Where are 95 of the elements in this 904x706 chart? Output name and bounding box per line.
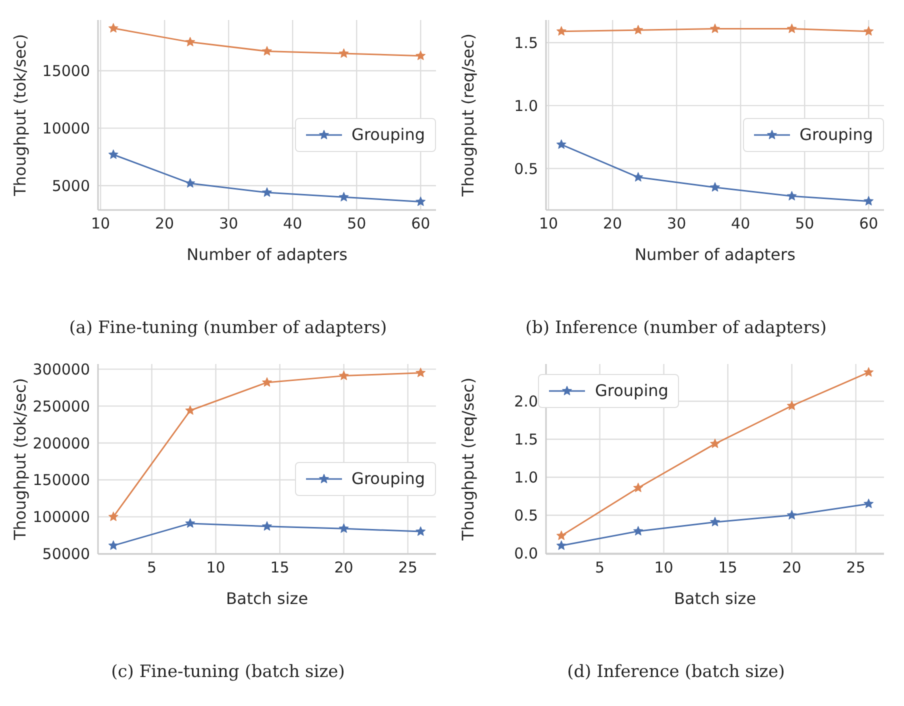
point — [556, 540, 566, 550]
point — [262, 377, 272, 387]
point — [864, 26, 874, 36]
y-axis-title: Thoughput (req/sec) — [458, 378, 478, 542]
point — [556, 139, 566, 149]
point — [262, 521, 272, 531]
y-tick-label: 1.0 — [514, 468, 538, 487]
x-tick-label: 50 — [795, 214, 814, 233]
point — [864, 367, 874, 377]
y-tick-label: 1.5 — [514, 430, 538, 449]
point — [416, 196, 426, 206]
x-tick-label: 20 — [782, 558, 802, 577]
point — [710, 24, 720, 34]
y-tick-label: 5000 — [52, 176, 90, 195]
y-tick-label: 0.5 — [514, 506, 538, 525]
x-tick-label: 50 — [347, 214, 366, 233]
text: (c) Fine-tuning (batch size) — [110, 661, 346, 684]
point — [416, 50, 426, 60]
point — [710, 438, 720, 448]
point — [416, 526, 426, 536]
x-tick-label: 25 — [398, 558, 418, 577]
y-axis-title: Thoughput (tok/sec) — [10, 34, 30, 197]
y-tick-label: 50000 — [42, 545, 90, 564]
y-tick-label: 0.5 — [514, 160, 538, 178]
point — [108, 23, 118, 33]
x-tick-label: 30 — [667, 214, 686, 233]
point — [786, 510, 797, 520]
point — [108, 149, 118, 159]
x-tick-label: 5 — [595, 558, 605, 577]
point — [185, 178, 196, 188]
y-tick-label: 200000 — [32, 434, 90, 452]
point — [556, 26, 566, 36]
point — [338, 523, 349, 533]
point — [633, 172, 644, 182]
text: (b) Inference (number of adapters) — [524, 317, 828, 340]
point — [262, 187, 272, 197]
x-tick-label: 10 — [206, 558, 226, 577]
y-axis-title: Thoughput (tok/sec) — [10, 378, 30, 541]
x-axis-title: Number of adapters — [634, 245, 796, 264]
point — [786, 24, 797, 34]
y-tick-label: 1.0 — [514, 96, 538, 115]
point — [864, 498, 874, 508]
x-tick-label: 10 — [539, 214, 558, 233]
point — [633, 24, 644, 34]
point — [185, 36, 196, 46]
x-tick-label: 20 — [155, 214, 174, 233]
y-axis-title: Thoughput (req/sec) — [458, 34, 478, 198]
point — [633, 526, 644, 536]
point — [338, 370, 349, 380]
point — [185, 405, 196, 415]
point — [185, 518, 196, 528]
point — [556, 530, 566, 540]
x-axis-title: Batch size — [674, 589, 756, 608]
x-tick-label: 10 — [91, 214, 110, 233]
y-tick-label: 250000 — [32, 397, 90, 416]
x-axis-title: Batch size — [226, 589, 308, 608]
x-tick-label: 40 — [283, 214, 302, 233]
text: (d) Inference (batch size) — [566, 661, 786, 684]
x-tick-label: 15 — [270, 558, 290, 577]
y-tick-label: 10000 — [42, 120, 90, 138]
point — [108, 540, 118, 550]
point — [108, 512, 118, 522]
point — [786, 190, 797, 200]
x-tick-label: 30 — [219, 214, 238, 233]
legend-label: Grouping — [595, 380, 668, 402]
x-tick-label: 10 — [654, 558, 674, 577]
x-tick-label: 20 — [334, 558, 354, 577]
y-tick-label: 2.0 — [514, 392, 538, 411]
point — [864, 196, 874, 206]
legend-label: Grouping — [800, 124, 873, 146]
point — [786, 400, 797, 410]
text: (a) Fine-tuning (number of adapters) — [68, 317, 388, 340]
x-tick-label: 5 — [147, 558, 157, 577]
y-tick-label: 1.5 — [514, 34, 538, 52]
x-tick-label: 40 — [731, 214, 750, 233]
x-tick-label: 20 — [603, 214, 622, 233]
y-tick-label: 150000 — [32, 471, 90, 490]
legend-label: Grouping — [352, 468, 425, 490]
point — [710, 182, 720, 192]
point — [633, 482, 644, 492]
point — [710, 516, 720, 526]
y-tick-label: 15000 — [42, 62, 90, 80]
point — [262, 46, 272, 56]
x-tick-label: 60 — [411, 214, 430, 233]
legend-label: Grouping — [352, 124, 425, 146]
y-tick-label: 100000 — [32, 508, 90, 526]
x-axis-title: Number of adapters — [186, 245, 348, 264]
x-tick-label: 15 — [718, 558, 738, 577]
point — [416, 368, 426, 378]
x-tick-label: 60 — [859, 214, 878, 233]
x-tick-label: 25 — [846, 558, 866, 577]
point — [338, 192, 349, 202]
point — [338, 48, 349, 58]
y-tick-label: 0.0 — [514, 544, 538, 563]
y-tick-label: 300000 — [32, 360, 90, 378]
